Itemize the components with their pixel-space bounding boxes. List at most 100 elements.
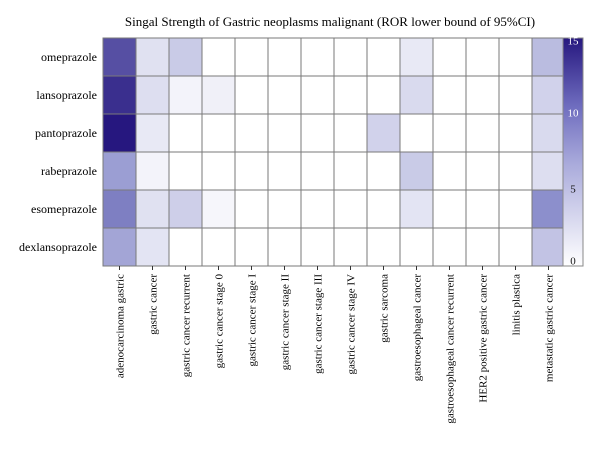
heatmap-cell [135,151,170,191]
heatmap-cell [531,227,566,267]
heatmap-cell [135,189,170,229]
heatmap-cell [234,37,269,77]
heatmap-cell [300,189,335,229]
heatmap-cell [102,227,137,267]
column-label: gastric cancer stage I [247,274,259,367]
heatmap-cell [333,189,368,229]
heatmap-cell [366,37,401,77]
heatmap-cell [531,37,566,77]
heatmap-cell [300,227,335,267]
row-labels: omeprazole lansoprazole pantoprazole rabepr… [19,50,97,254]
heatmap-cell [168,151,203,191]
colorbar-tick-label: 5 [570,184,576,196]
heatmap-cell [300,113,335,153]
column-label: adenocarcinoma gastric [115,274,127,378]
heatmap-cell [300,151,335,191]
column-label: gastroesophageal cancer [412,274,424,382]
heatmap-cell [465,37,500,77]
column-label: linitis plastica [511,274,523,336]
heatmap-cell [366,151,401,191]
heatmap-cell [201,151,236,191]
heatmap-cell [531,151,566,191]
column-label: gastric cancer stage III [313,274,325,374]
heatmap-cells [102,37,566,267]
heatmap-cell [498,113,533,153]
heatmap-cell [102,113,137,153]
column-label: gastric cancer stage IV [346,274,358,375]
heatmap-cell [267,227,302,267]
heatmap-cell [498,227,533,267]
heatmap-cell [234,227,269,267]
row-label: pantoprazole [35,126,97,140]
heatmap-cell [432,227,467,267]
chart-title: Singal Strength of Gastric neoplasms mal… [125,14,535,29]
colorbar-tick-label: 10 [568,108,580,120]
heatmap-cell [432,151,467,191]
heatmap-cell [234,113,269,153]
heatmap-cell [432,189,467,229]
heatmap-cell [465,113,500,153]
heatmap-cell [531,75,566,115]
heatmap-cell [465,75,500,115]
heatmap-cell [102,151,137,191]
heatmap-cell [333,75,368,115]
column-label: metastatic gastric cancer [544,274,556,382]
heatmap-cell [432,37,467,77]
heatmap-cell [399,113,434,153]
heatmap-cell [168,113,203,153]
heatmap-cell [366,227,401,267]
heatmap-cell [399,37,434,77]
column-label: HER2 positive gastric cancer [478,274,490,403]
heatmap-cell [135,37,170,77]
column-label: gastric cancer stage II [280,274,292,371]
heatmap-cell [201,113,236,153]
heatmap-cell [267,37,302,77]
heatmap-cell [102,189,137,229]
colorbar-tick-label: 15 [568,36,580,48]
column-label: gastric cancer [148,274,160,335]
heatmap-cell [135,113,170,153]
heatmap-cell [102,75,137,115]
heatmap-cell [399,75,434,115]
heatmap-cell [498,189,533,229]
heatmap-cell [102,37,137,77]
heatmap-cell [465,151,500,191]
column-label: gastric cancer stage 0 [214,274,226,369]
column-label: gastroesophageal cancer recurrent [445,274,457,424]
colorbar-tick-label: 0 [570,256,576,268]
heatmap-cell [201,227,236,267]
heatmap-cell [201,37,236,77]
heatmap-cell [498,37,533,77]
colorbar-gradient [562,37,584,267]
heatmap-cell [201,189,236,229]
row-label: omeprazole [41,50,97,64]
heatmap-cell [399,151,434,191]
heatmap-cell [333,151,368,191]
heatmap-cell [333,113,368,153]
heatmap-cell [234,75,269,115]
heatmap-cell [531,113,566,153]
heatmap-cell [465,227,500,267]
heatmap-cell [234,151,269,191]
heatmap-cell [366,113,401,153]
colorbar: 0 5 10 15 [562,36,584,268]
row-label: dexlansoprazole [19,240,97,254]
heatmap-cell [498,75,533,115]
heatmap-cell [267,75,302,115]
heatmap-cell [168,189,203,229]
column-label: gastric cancer recurrent [181,274,193,377]
heatmap-cell [168,227,203,267]
heatmap-cell [366,189,401,229]
heatmap-cell [465,189,500,229]
column-label: gastric sarcoma [379,274,391,343]
heatmap-cell [531,189,566,229]
heatmap-cell [135,75,170,115]
heatmap-cell [267,151,302,191]
heatmap-cell [168,75,203,115]
row-label: rabeprazole [41,164,97,178]
heatmap-cell [135,227,170,267]
heatmap-cell [267,189,302,229]
heatmap-cell [201,75,236,115]
heatmap-cell [432,113,467,153]
